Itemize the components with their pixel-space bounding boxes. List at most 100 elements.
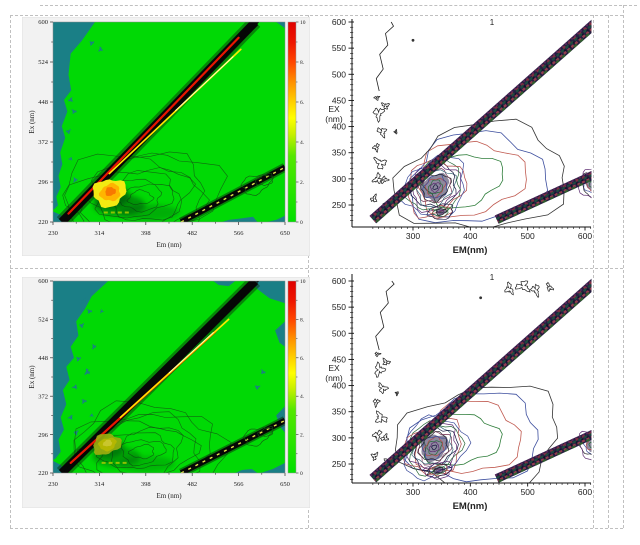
contour-plot-area	[369, 278, 592, 483]
svg-text:398: 398	[141, 481, 151, 488]
svg-text:600: 600	[38, 19, 48, 26]
svg-text:650: 650	[280, 230, 290, 237]
svg-text:10: 10	[300, 20, 306, 26]
svg-text:220: 220	[38, 470, 48, 477]
svg-text:350: 350	[332, 407, 346, 417]
svg-text:524: 524	[38, 317, 49, 324]
table-border-top-outer	[40, 5, 637, 6]
svg-text:448: 448	[38, 355, 48, 362]
svg-text:8.: 8.	[300, 60, 305, 66]
svg-text:2.: 2.	[300, 433, 305, 439]
corner-wiggle-line	[375, 280, 395, 351]
plot-title: 1	[490, 18, 495, 27]
table-border-top	[10, 15, 623, 16]
svg-text:250: 250	[332, 200, 346, 210]
table-border-right-1	[593, 15, 594, 528]
rayleigh-scatter-band	[369, 19, 592, 224]
svg-text:450: 450	[332, 354, 346, 364]
y-axis: 220 296 372 448 524 600 Ex (nm)	[28, 278, 53, 477]
y-axis: 250 300 350 400 450 500 550 600	[332, 17, 354, 227]
svg-text:2.: 2.	[300, 180, 305, 186]
table-border-right-2	[608, 15, 609, 528]
svg-text:500: 500	[521, 231, 535, 241]
secondary-peak-cluster	[426, 203, 454, 220]
table-border-bottom	[10, 528, 623, 529]
noise-contours	[370, 280, 555, 467]
x-axis: 300 400 500 600	[352, 226, 592, 241]
svg-text:600: 600	[332, 276, 346, 286]
second-order-scatter-band	[179, 416, 285, 473]
svg-text:(nm): (nm)	[325, 114, 343, 124]
x-axis: 230 314 398 482 566 650 Em (nm)	[48, 473, 290, 500]
svg-text:0: 0	[300, 471, 303, 477]
svg-text:650: 650	[280, 481, 290, 488]
contour-plot-area	[369, 19, 592, 227]
table-row-divider	[10, 268, 623, 269]
svg-text:4.: 4.	[300, 394, 305, 400]
svg-text:600: 600	[578, 231, 592, 241]
svg-text:6.: 6.	[300, 100, 305, 106]
rayleigh-scatter-band	[369, 278, 592, 483]
x-axis-label: Em (nm)	[156, 492, 182, 500]
svg-text:220: 220	[38, 219, 48, 226]
svg-text:250: 250	[332, 459, 346, 469]
svg-text:4.: 4.	[300, 140, 305, 146]
y-axis-label: Ex (nm)	[28, 365, 36, 389]
svg-text:450: 450	[332, 95, 346, 105]
contour-plot-bottom-right: 300 400 500 600 250 300 350 400 450 500 550 600 1 EX(…	[325, 273, 592, 512]
second-order-scatter-band	[179, 163, 285, 222]
contour-plot-top-right: 300 400 500 600 250 300 350 400 450 500 550 600 1 EX(…	[325, 17, 592, 256]
svg-text:400: 400	[332, 122, 346, 132]
svg-text:398: 398	[141, 230, 151, 237]
svg-text:500: 500	[332, 69, 346, 79]
plot-title: 1	[490, 273, 495, 282]
svg-text:EX: EX	[328, 104, 340, 114]
svg-text:400: 400	[332, 381, 346, 391]
colorbar: 0 2. 4. 6. 8. 10	[287, 279, 306, 477]
svg-text:10: 10	[300, 279, 306, 285]
y-axis: 250 300 350 400 450 500 550 600	[332, 274, 354, 483]
svg-text:300: 300	[332, 174, 346, 184]
svg-text:566: 566	[234, 481, 245, 488]
y-axis: 220 296 372 448 524 600 Ex (nm)	[28, 19, 53, 226]
svg-text:296: 296	[38, 179, 49, 186]
noise-contours	[369, 21, 415, 208]
svg-text:566: 566	[234, 230, 245, 237]
svg-text:550: 550	[332, 302, 346, 312]
second-order-scatter-band	[494, 170, 592, 224]
svg-text:600: 600	[38, 278, 48, 285]
x-axis: 230 314 398 482 566 650 Em (nm)	[48, 222, 290, 249]
svg-text:372: 372	[38, 139, 48, 146]
svg-text:8.: 8.	[300, 317, 305, 323]
svg-text:482: 482	[187, 230, 197, 237]
svg-text:400: 400	[463, 231, 477, 241]
eem-heatmap-top-left: 230 314 398 482 566 650 Em (nm) 220 296 372 448 524…	[22, 17, 310, 256]
svg-text:230: 230	[48, 230, 58, 237]
heatmap-plot-area	[53, 281, 285, 473]
svg-text:448: 448	[38, 99, 48, 106]
svg-text:350: 350	[332, 148, 346, 158]
fluorescence-peak-blob	[93, 433, 122, 455]
svg-text:600: 600	[332, 17, 346, 27]
svg-text:EX: EX	[328, 363, 340, 373]
table-column-divider	[308, 15, 309, 528]
svg-text:314: 314	[95, 230, 106, 237]
svg-text:300: 300	[406, 231, 420, 241]
svg-text:6.: 6.	[300, 356, 305, 362]
svg-text:500: 500	[521, 487, 535, 497]
svg-text:550: 550	[332, 43, 346, 53]
svg-text:0: 0	[300, 220, 303, 226]
x-axis-label: EM(nm)	[453, 245, 488, 256]
svg-text:600: 600	[578, 487, 592, 497]
svg-text:500: 500	[332, 328, 346, 338]
eem-heatmap-bottom-left: 230 314 398 482 566 650 Em (nm) 220 296 372 448 524…	[22, 277, 310, 508]
svg-text:296: 296	[38, 432, 49, 439]
table-border-right-3	[623, 5, 624, 528]
svg-text:524: 524	[38, 59, 49, 66]
svg-text:400: 400	[463, 487, 477, 497]
svg-text:300: 300	[406, 487, 420, 497]
secondary-peak-cluster	[423, 460, 453, 480]
y-axis-label: EX(nm)	[325, 104, 343, 124]
svg-text:230: 230	[48, 481, 58, 488]
svg-text:372: 372	[38, 393, 48, 400]
